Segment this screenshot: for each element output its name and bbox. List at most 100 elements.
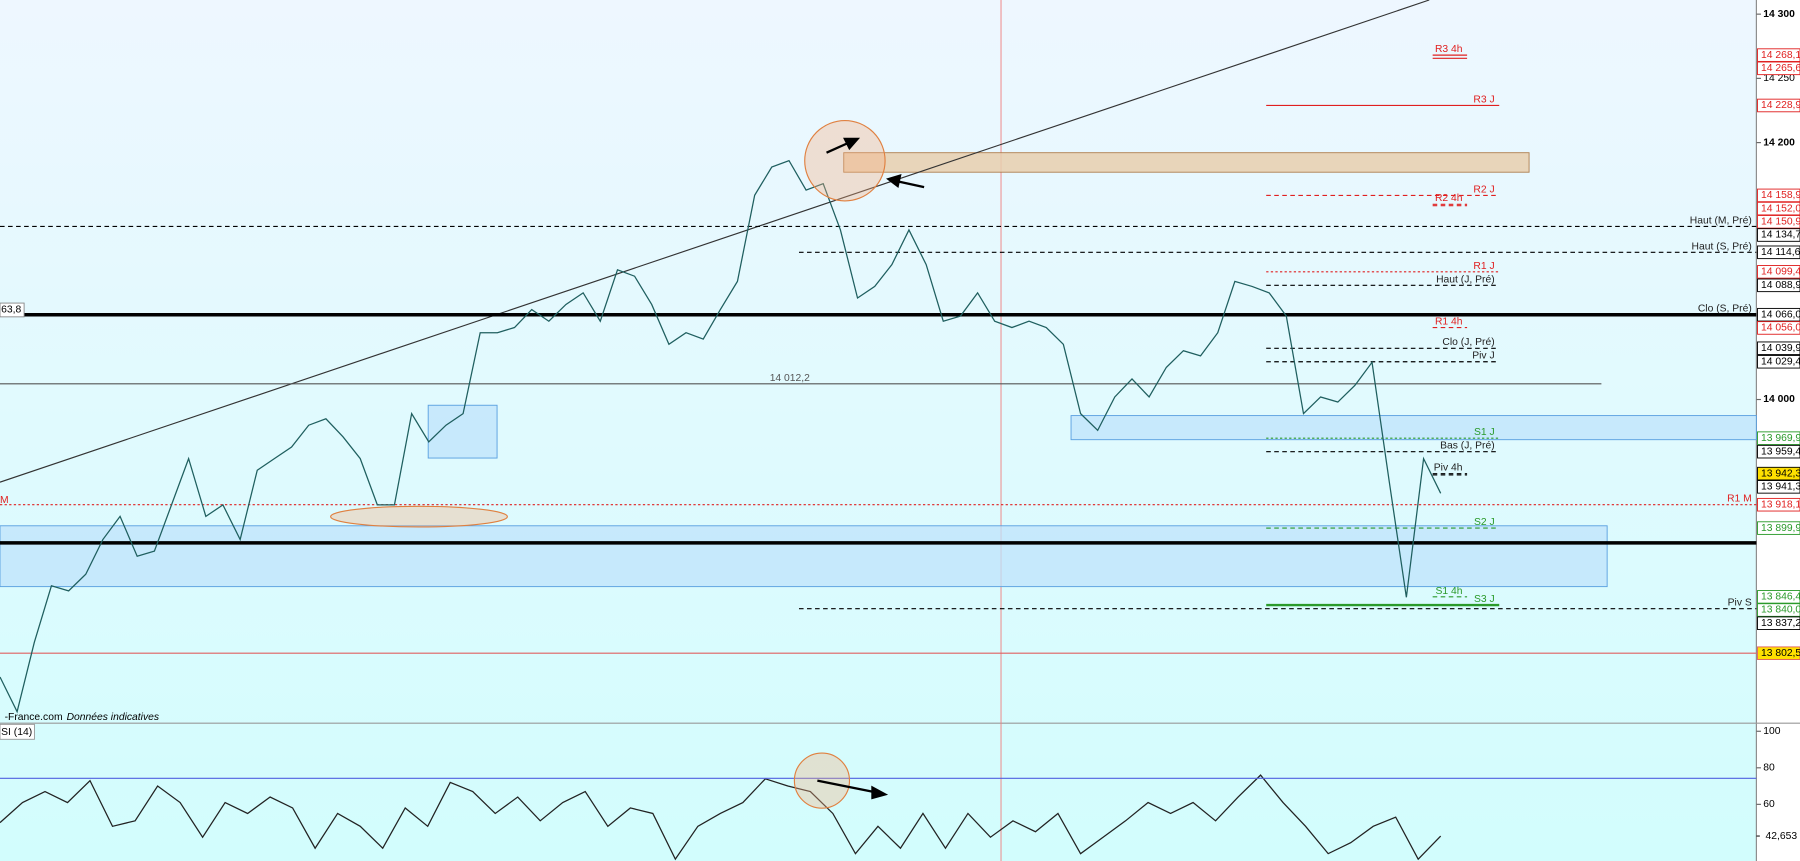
indicator-title-box [0,723,35,740]
price-tag-box [1757,201,1800,216]
y-tick-label: 80 [1763,763,1775,774]
price-tag: 14 134,7 [1761,230,1800,241]
arrow-head [843,137,861,151]
price-tag: 13 959,4 [1761,446,1800,457]
price-tag: 13 837,2 [1761,618,1800,629]
series-line [0,774,1442,861]
price-tag: 13 846,4 [1761,592,1800,603]
y-tick-label: 14 300 [1763,9,1795,20]
price-tag: 14 150,9 [1761,217,1800,228]
level-name: S1 J [1474,427,1495,438]
price-tag-box [1757,188,1800,203]
price-tag-box [1757,341,1800,356]
price-tag-box [1757,497,1800,512]
price-tag: 14 114,6 [1761,247,1800,258]
price-tag: 13 941,3 [1761,482,1800,493]
trend-line [0,0,1430,483]
note: Données indicatives [67,712,159,723]
axis-background [1756,0,1800,861]
price-tag-box [1757,48,1800,62]
price-tag-box [1757,521,1800,535]
level-name: R2 J [1473,184,1494,195]
price-tag: 14 039,9 [1761,343,1800,354]
price-tag-box [1757,278,1800,293]
level-name: Haut (S, Pré) [1692,241,1752,252]
price-tag-box [1757,603,1800,617]
support-zone [0,525,1608,588]
dynamic-layer: 14 300 14 250 14 200 14 000 R3 4h 14 268,1 14 … [0,9,1800,861]
level-name: R1 M [1727,494,1752,505]
indicator-title: SI (14) [1,727,32,738]
price-tag-box [1757,646,1800,660]
price-tag: 14 088,9 [1761,280,1800,291]
left-tag-box [0,302,25,318]
price-tag: 13 918,1 [1761,499,1800,510]
price-tag: 14 029,4 [1761,356,1800,367]
price-tag: 14 265,6 [1761,63,1800,74]
price-tag-box [1757,307,1800,322]
price-tag-box [1757,215,1800,229]
price-tag: 14 158,9 [1761,190,1800,201]
level-name: R3 J [1473,94,1494,105]
y-tick-label: 14 000 [1763,394,1795,405]
price-tag-box [1757,98,1800,113]
y-tick-label: 60 [1763,799,1775,810]
level-name: R3 4h [1435,44,1463,55]
price-tag: 13 942,3 [1761,468,1800,479]
current-value: 42,653 [1766,831,1798,842]
price-tag: 13 899,9 [1761,523,1800,534]
level-name: Piv 4h [1434,463,1463,474]
level-name: Clo (J, Pré) [1442,337,1494,348]
price-tag-box [1757,265,1800,279]
price-tag-box [1757,321,1800,335]
level-name: Piv S [1728,598,1752,609]
price-tag-box [1757,228,1800,242]
price-tag-box [1757,354,1800,369]
level-name: R1 4h [1435,317,1463,328]
price-tag: 14 268,1 [1761,50,1800,61]
level-name: S2 J [1474,517,1495,528]
support-zone [1070,415,1757,441]
arrow-head [886,173,902,188]
price-tag: 13 969,9 [1761,433,1800,444]
y-tick-label: 100 [1763,726,1780,737]
highlight-ellipse [330,505,508,528]
arrow [826,141,850,154]
price-tag-box [1757,480,1800,494]
price-tag-box [1757,466,1800,481]
left-tag: 63,8 [1,305,21,316]
source: -France.com [5,712,63,723]
level-name: S1 4h [1436,586,1463,597]
level-name: R2 4h [1435,193,1463,204]
level-name: 14 012,2 [770,373,810,384]
price-tag: 14 099,4 [1761,267,1800,278]
highlight-circle [804,119,886,202]
price-tag: 14 066,0 [1761,309,1800,320]
arrows [817,137,925,800]
price-tag: 14 228,9 [1761,100,1800,111]
price-tag: 13 802,5 [1761,648,1800,659]
level-name: Clo (S, Pré) [1698,304,1752,315]
left-level-tag: M [0,495,9,506]
resistance-zone [843,152,1530,173]
arrow [817,779,875,794]
level-name: Haut (M, Pré) [1690,215,1752,226]
price-tag-box [1757,431,1800,445]
y-tick-label: 14 200 [1763,137,1795,148]
price-tag: 14 152,0 [1761,203,1800,214]
price-tag-box [1757,245,1800,260]
price-tag: 14 056,0 [1761,323,1800,334]
level-name: Piv J [1472,351,1494,362]
y-tick-label: 14 250 [1763,73,1795,84]
arrow-head [871,785,889,800]
price-tag-box [1757,616,1800,631]
price-tag-box [1757,61,1800,76]
level-name: Haut (J, Pré) [1436,274,1495,285]
price-tag-box [1757,444,1800,459]
arrow [897,180,925,189]
series-line [0,159,1442,714]
price-tag: 13 840,0 [1761,605,1800,616]
price-tag-box [1757,590,1800,604]
